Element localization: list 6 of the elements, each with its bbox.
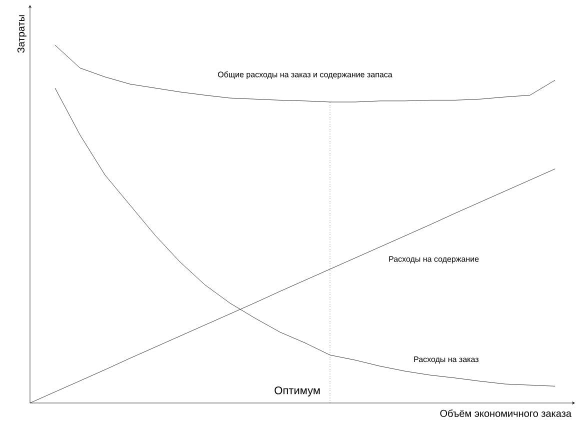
annotation: Оптимум [274, 386, 320, 396]
x-axis-title: Объём экономичного заказа [440, 410, 572, 417]
series-label: Расходы на содержание [389, 256, 479, 264]
text: Общие расходы на заказ и содержание запаса [218, 71, 392, 79]
y-axis-title: Затраты [17, 15, 26, 53]
series-label: Расходы на заказ [414, 356, 478, 364]
